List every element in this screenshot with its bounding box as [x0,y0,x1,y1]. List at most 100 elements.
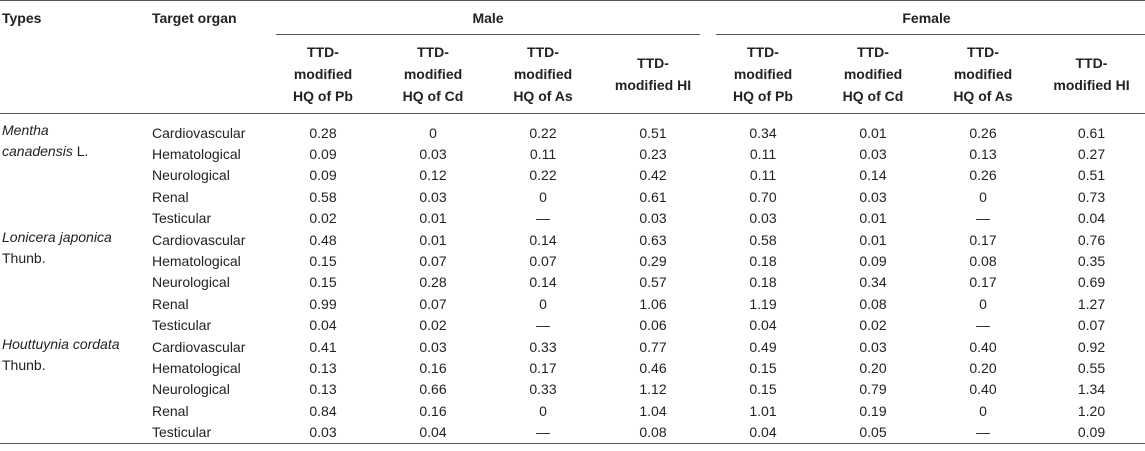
column-header-line: TTD- [1075,55,1108,71]
organ-header-blank [150,35,268,114]
value-cell: 0.14 [529,231,557,248]
table-row: Testicular 0.02 0.01 — 0.03 0.03 0.01 — 0.04 [0,208,1145,229]
table-row: canadensis L. Hematological 0.09 0.03 0.11 0.… [0,143,1145,164]
value-cell: 1.19 [749,295,777,312]
value-cell: 0.48 [309,231,337,248]
value-cell: 0.09 [859,253,887,270]
value-cell: 0.18 [749,274,777,291]
column-header-1: TTD-modified HQ of Cd [378,35,488,114]
species-authority: Thunb. [2,357,46,374]
organ-cell: Cardiovascular [152,231,246,248]
value-cell: 0.17 [529,359,557,376]
column-header-5: TTD-modified HQ of Cd [818,35,928,114]
male-header-label: Male [472,10,504,26]
organ-cell: Cardiovascular [152,338,246,355]
female-header: Female [708,1,1145,35]
column-header-7: TTD-modified HI [1038,35,1145,114]
value-cell: 0.70 [749,188,777,205]
species-cell [0,293,150,314]
organ-cell: Renal [152,295,189,312]
table-body: Mentha Cardiovascular 0.28 0 0.22 0.51 0.34 0.0… [0,114,1145,444]
value-cell: 0.33 [529,381,557,398]
value-cell: 0.51 [639,124,667,141]
table-row: Renal 0.58 0.03 0 0.61 0.70 0.03 0 0.73 [0,186,1145,207]
value-cell: 0.28 [419,274,447,291]
organ-cell: Testicular [150,421,268,444]
value-cell: 0.04 [749,317,777,334]
value-cell: 0.01 [859,124,887,141]
value-cell: 0.03 [268,421,378,444]
table-row: Testicular 0.04 0.02 — 0.06 0.04 0.02 — 0.07 [0,315,1145,336]
value-cell: 0.58 [309,188,337,205]
value-cell: 0.18 [749,253,777,270]
value-cell: 0 [539,295,547,312]
column-header-line: HQ of Pb [293,88,353,104]
value-cell: 0 [539,402,547,419]
species-cell: Houttuynia cordata [0,336,150,357]
value-cell: 0.76 [1077,231,1106,248]
value-cell: 0.08 [859,295,887,312]
value-cell: 0.04 [1077,210,1106,227]
female-header-label: Female [902,10,951,26]
column-header-line: TTD- [747,44,779,60]
value-cell: 0.15 [749,381,777,398]
column-header-line: modified [293,66,353,82]
value-cell: 0.02 [419,317,447,334]
types-header-blank [0,35,150,114]
value-cell: — [976,210,990,227]
value-cell: — [928,421,1038,444]
column-header-0: TTD-modified HQ of Pb [268,35,378,114]
column-header-line: TTD- [857,44,889,60]
column-header-line: modified HI [1053,77,1130,93]
value-cell: 0.26 [969,167,997,184]
value-cell: 0.66 [419,381,447,398]
value-cell: 0.26 [969,124,997,141]
organ-cell: Testicular [152,210,212,227]
table-row: Thunb. Hematological 0.13 0.16 0.17 0.46 0.15 0… [0,357,1145,378]
value-cell: 0.01 [859,231,887,248]
value-cell: 1.34 [1077,381,1106,398]
column-header-3: TTD-modified HI [598,35,708,114]
column-header-line: modified [513,66,573,82]
value-cell: 0.02 [309,210,337,227]
value-cell: 0.33 [529,338,557,355]
species-cell: Mentha [0,114,150,144]
value-cell: 0.40 [969,338,997,355]
species-name: Houttuynia cordata [2,335,120,352]
column-header-line: TTD- [417,44,449,60]
value-cell: 0.15 [309,253,337,270]
value-cell: 0.22 [529,124,557,141]
value-cell: 0.03 [749,210,777,227]
value-cell: 0.14 [859,167,887,184]
species-cell: Thunb. [0,357,150,378]
value-cell: 0.03 [419,146,447,163]
value-cell: 0.03 [859,146,887,163]
species-name: Lonicera japonica [2,228,112,245]
species-cell: canadensis L. [0,143,150,164]
value-cell: 0 [979,402,987,419]
organ-cell: Hematological [152,359,241,376]
value-cell: 0 [979,188,987,205]
target-organ-header: Target organ [152,10,237,26]
species-cell [0,421,150,444]
value-cell: 0.73 [1077,188,1106,205]
male-header: Male [268,1,708,35]
value-cell: 0.05 [818,421,928,444]
value-cell: 0.99 [309,295,337,312]
species-cell [0,165,150,186]
value-cell: — [488,421,598,444]
column-header-line: HQ of As [513,88,573,104]
species-cell [0,400,150,421]
table-row: Testicular 0.03 0.04—0.08 0.04 0.05—0.09 [0,421,1145,444]
organ-cell: Neurological [152,381,230,398]
value-cell: 0.61 [639,188,667,205]
organ-cell: Renal [152,188,189,205]
value-cell: 0.77 [639,338,667,355]
organ-cell: Cardiovascular [152,124,246,141]
value-cell: 0.19 [859,402,887,419]
value-cell: 0.69 [1077,274,1106,291]
value-cell: 0.06 [639,317,667,334]
value-cell: 0.61 [1077,124,1106,141]
value-cell: 0.51 [1077,167,1106,184]
